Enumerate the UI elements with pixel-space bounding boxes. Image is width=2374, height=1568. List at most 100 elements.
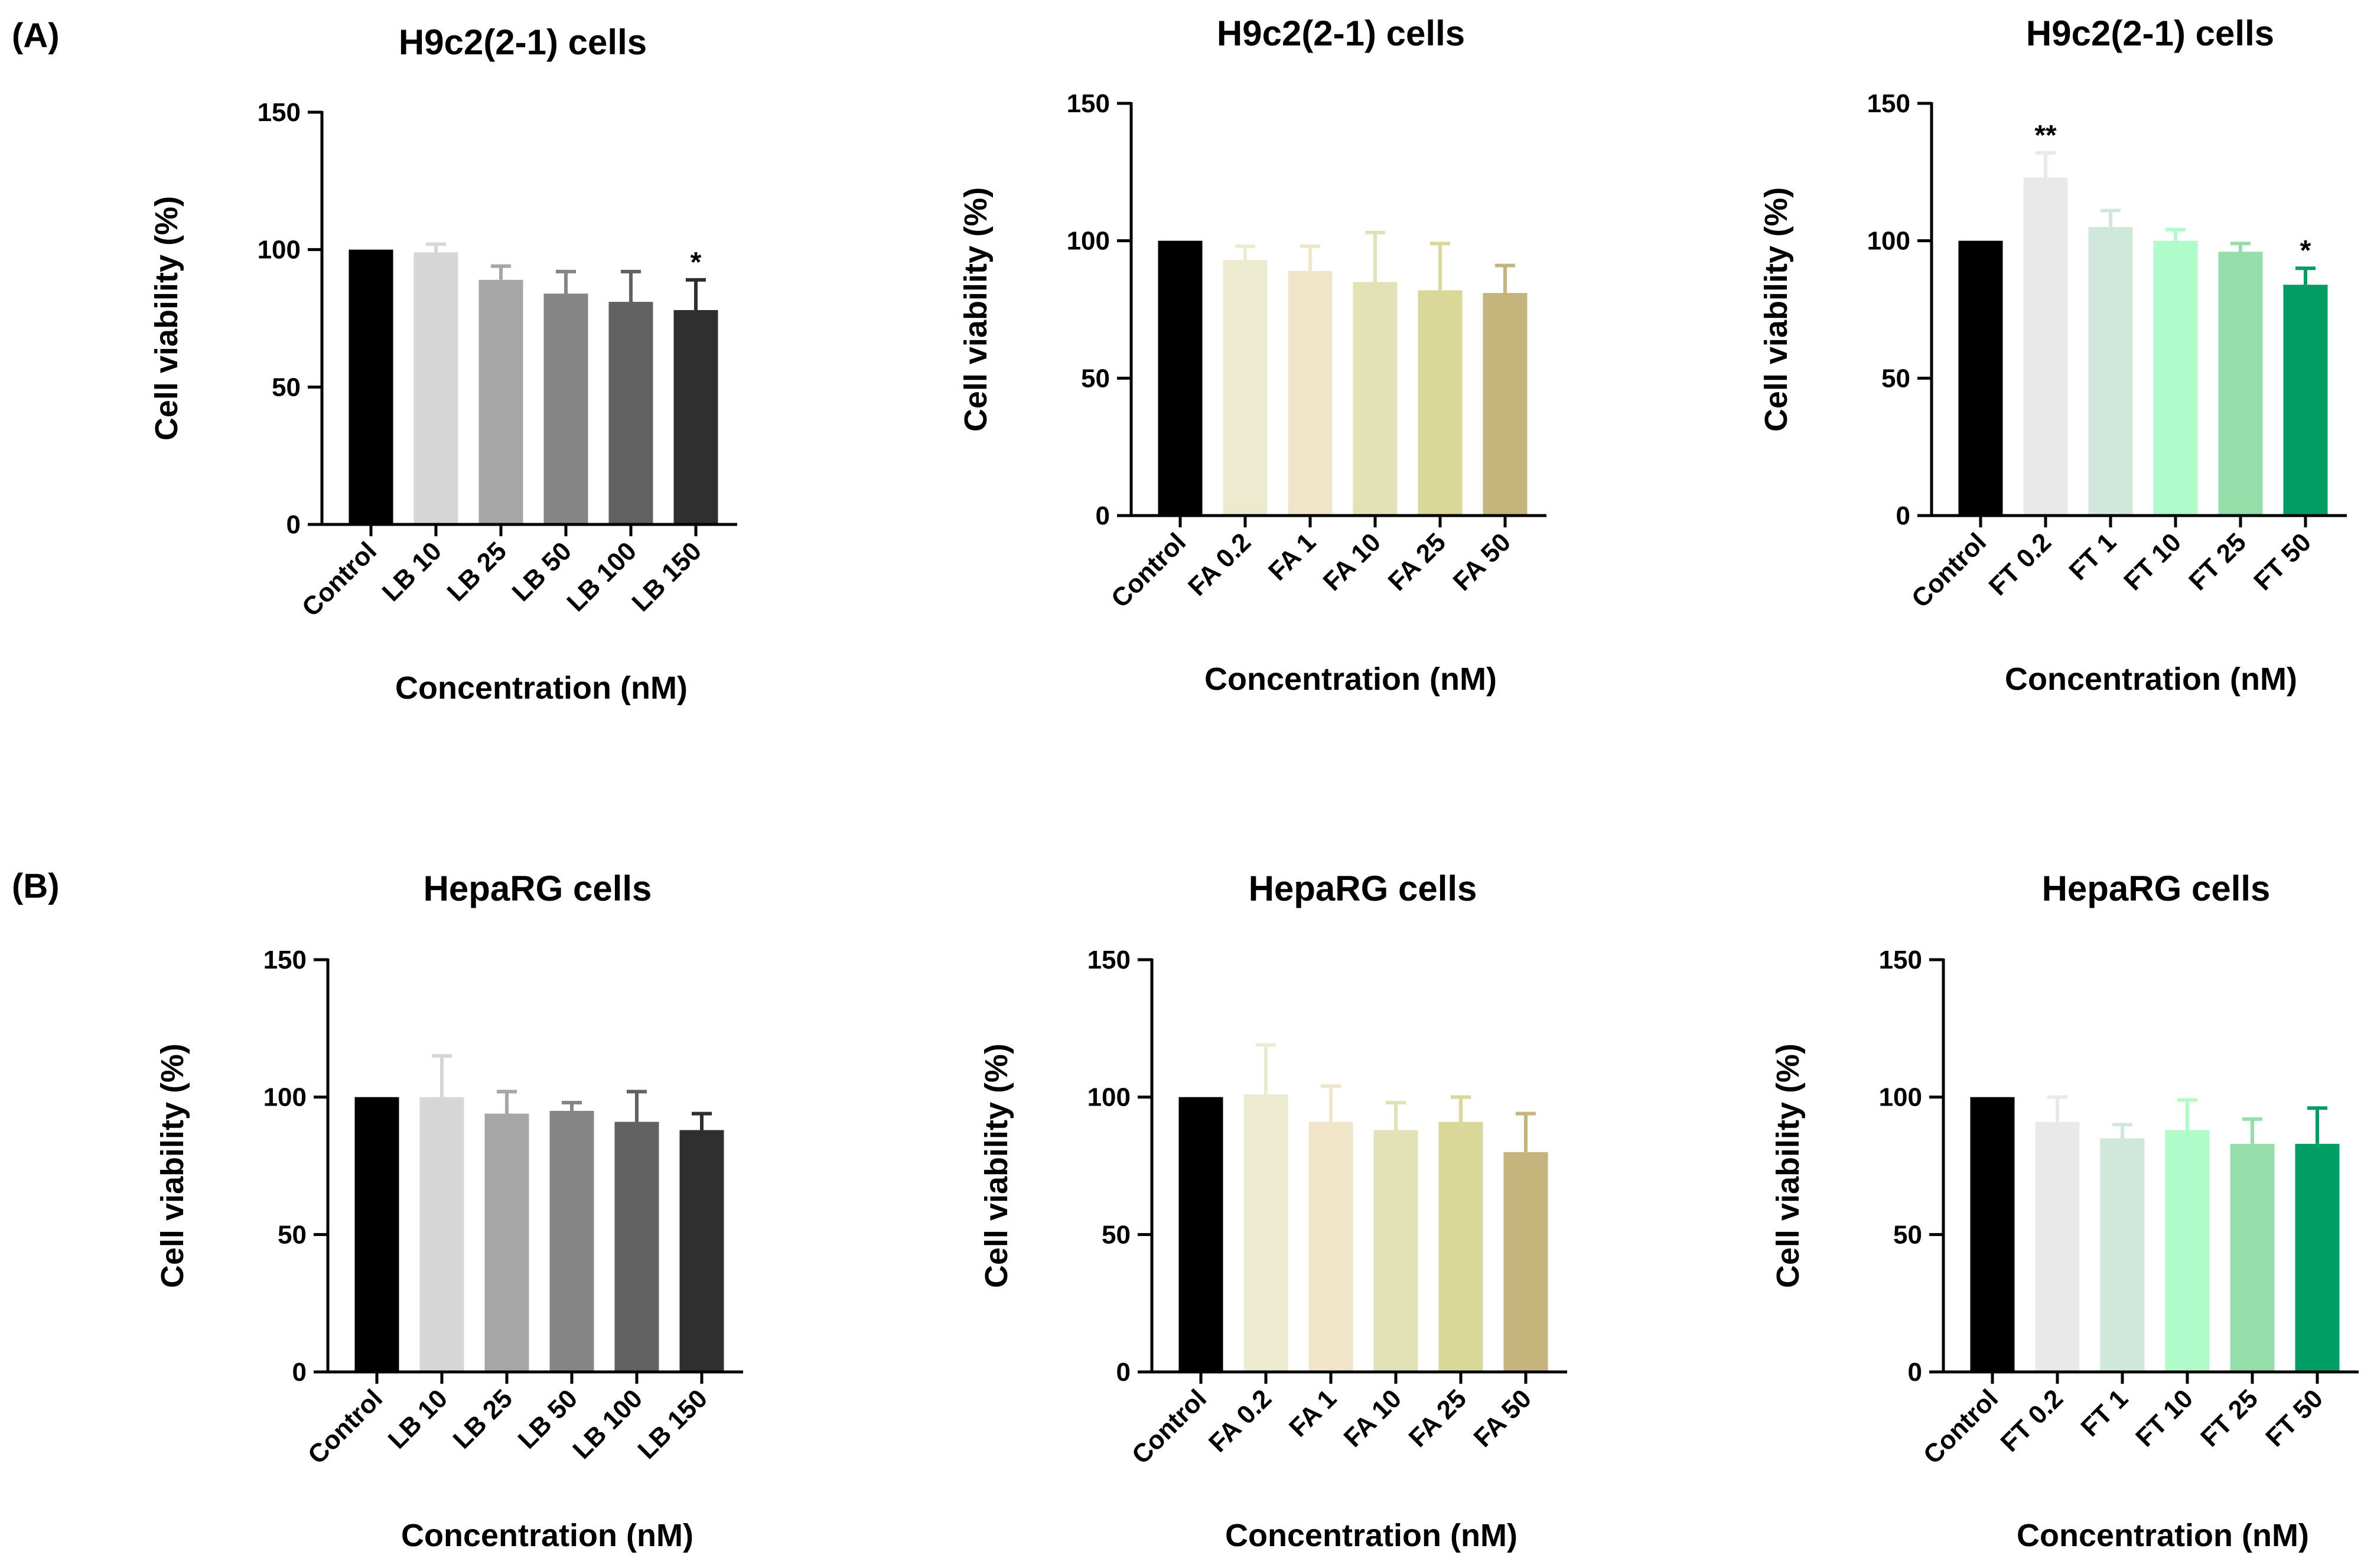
bar-fa-0-2 (1243, 1094, 1288, 1372)
bar-ft-10 (2153, 240, 2198, 516)
y-axis-label: Cell viability (%) (155, 1044, 190, 1288)
panel-label-b: (B) (12, 867, 60, 905)
y-tick-label: 50 (1081, 364, 1110, 393)
panel-label-a: (A) (12, 17, 60, 55)
bar-control (1158, 240, 1203, 516)
bar-lb-100 (608, 302, 653, 524)
category-label: LB 10 (383, 1384, 453, 1454)
bar-lb-150 (679, 1130, 724, 1372)
category-label: LB 25 (448, 1384, 518, 1454)
bar-ft-50 (2283, 285, 2328, 516)
bar-ft-50 (2295, 1143, 2340, 1372)
y-tick-label: 100 (1067, 227, 1110, 256)
category-label: FA 50 (1468, 1384, 1538, 1453)
significance-marker: ** (2034, 120, 2057, 151)
bar-lb-25 (478, 279, 523, 524)
bar-fa-10 (1353, 282, 1398, 516)
bar-lb-100 (614, 1122, 659, 1372)
category-label: FA 1 (1284, 1384, 1342, 1442)
bar-ft-0-2 (2023, 177, 2068, 516)
y-tick-label: 0 (1096, 501, 1110, 530)
y-tick-label: 0 (286, 510, 301, 539)
y-tick-label: 150 (1087, 946, 1131, 974)
chart-title: HepaRG cells (1249, 869, 1477, 908)
x-axis-label: Concentration (nM) (1204, 661, 1497, 697)
category-label: FT 1 (2063, 527, 2122, 586)
category-label: LB 100 (567, 1384, 648, 1465)
bar-lb-10 (419, 1097, 464, 1372)
bar-lb-50 (549, 1110, 594, 1372)
bar-ft-1 (2100, 1138, 2145, 1372)
category-label: Control (302, 1384, 388, 1469)
bar-lb-150 (673, 310, 718, 524)
y-tick-label: 0 (292, 1358, 307, 1387)
bar-ft-0-2 (2035, 1122, 2080, 1372)
y-tick-label: 150 (1067, 89, 1110, 118)
y-tick-label: 100 (1867, 227, 1910, 256)
x-axis-label: Concentration (nM) (395, 670, 688, 706)
y-axis-label: Cell viability (%) (1758, 187, 1794, 432)
y-tick-label: 50 (1102, 1220, 1131, 1249)
y-tick-label: 0 (1908, 1358, 1922, 1387)
x-axis-label: Concentration (nM) (1225, 1518, 1517, 1553)
category-label: FA 1 (1263, 527, 1321, 586)
charts-container: H9c2(2-1) cells Cell viability (%) Control… (149, 14, 2359, 1553)
category-label: Control (1106, 527, 1191, 613)
y-axis-label: Cell viability (%) (979, 1044, 1014, 1288)
category-label: FA 0.2 (1183, 527, 1256, 601)
bar-fa-1 (1308, 1122, 1353, 1372)
x-axis-label: Concentration (nM) (2005, 661, 2297, 697)
y-tick-label: 0 (1896, 501, 1910, 530)
bar-lb-25 (484, 1113, 529, 1372)
y-tick-label: 0 (1116, 1358, 1131, 1387)
category-label: FA 25 (1383, 527, 1452, 596)
category-label: Control (1918, 1384, 2004, 1469)
category-label: FA 10 (1339, 1384, 1408, 1453)
bar-control (349, 249, 393, 524)
x-axis-label: Concentration (nM) (2017, 1518, 2309, 1553)
chart-title: H9c2(2-1) cells (399, 22, 647, 62)
chart-title: H9c2(2-1) cells (2026, 14, 2274, 53)
category-label: FA 25 (1403, 1384, 1473, 1453)
y-tick-label: 50 (278, 1220, 307, 1249)
y-tick-label: 100 (263, 1083, 307, 1112)
category-label: FT 10 (2118, 527, 2187, 596)
y-tick-label: 150 (258, 98, 301, 127)
chart-title: HepaRG cells (424, 869, 652, 908)
y-tick-label: 100 (258, 236, 301, 265)
bar-lb-50 (543, 294, 588, 524)
category-label: LB 150 (626, 536, 707, 617)
bar-fa-50 (1503, 1152, 1548, 1372)
significance-marker: * (2300, 235, 2311, 266)
bar-fa-25 (1418, 290, 1463, 516)
category-label: FT 10 (2130, 1384, 2199, 1452)
category-label: FT 25 (2183, 527, 2252, 596)
category-label: FT 50 (2248, 527, 2317, 596)
bar-fa-10 (1373, 1130, 1418, 1372)
bar-control (1178, 1097, 1223, 1372)
bar-control (354, 1097, 399, 1372)
category-label: FT 0.2 (1995, 1384, 2069, 1458)
y-tick-label: 100 (1879, 1083, 1922, 1112)
y-tick-label: 50 (272, 373, 301, 402)
category-label: LB 10 (377, 536, 447, 607)
chart-title: H9c2(2-1) cells (1217, 14, 1465, 53)
bar-fa-1 (1288, 270, 1333, 516)
bar-fa-50 (1483, 293, 1528, 516)
x-axis-label: Concentration (nM) (401, 1518, 693, 1553)
y-tick-label: 150 (1879, 946, 1922, 974)
significance-marker: * (691, 247, 702, 278)
bar-ft-1 (2088, 227, 2133, 516)
category-label: Control (297, 536, 382, 622)
bar-ft-10 (2165, 1130, 2210, 1372)
category-label: LB 100 (561, 536, 642, 617)
category-label: FA 50 (1448, 527, 1517, 596)
bar-fa-25 (1438, 1122, 1483, 1372)
chart-3: H9c2(2-1) cells Cell viability (%) Control… (1758, 14, 2347, 697)
y-tick-label: 50 (1893, 1220, 1922, 1249)
y-axis-label: Cell viability (%) (1770, 1044, 1806, 1288)
bar-control (1970, 1097, 2015, 1372)
